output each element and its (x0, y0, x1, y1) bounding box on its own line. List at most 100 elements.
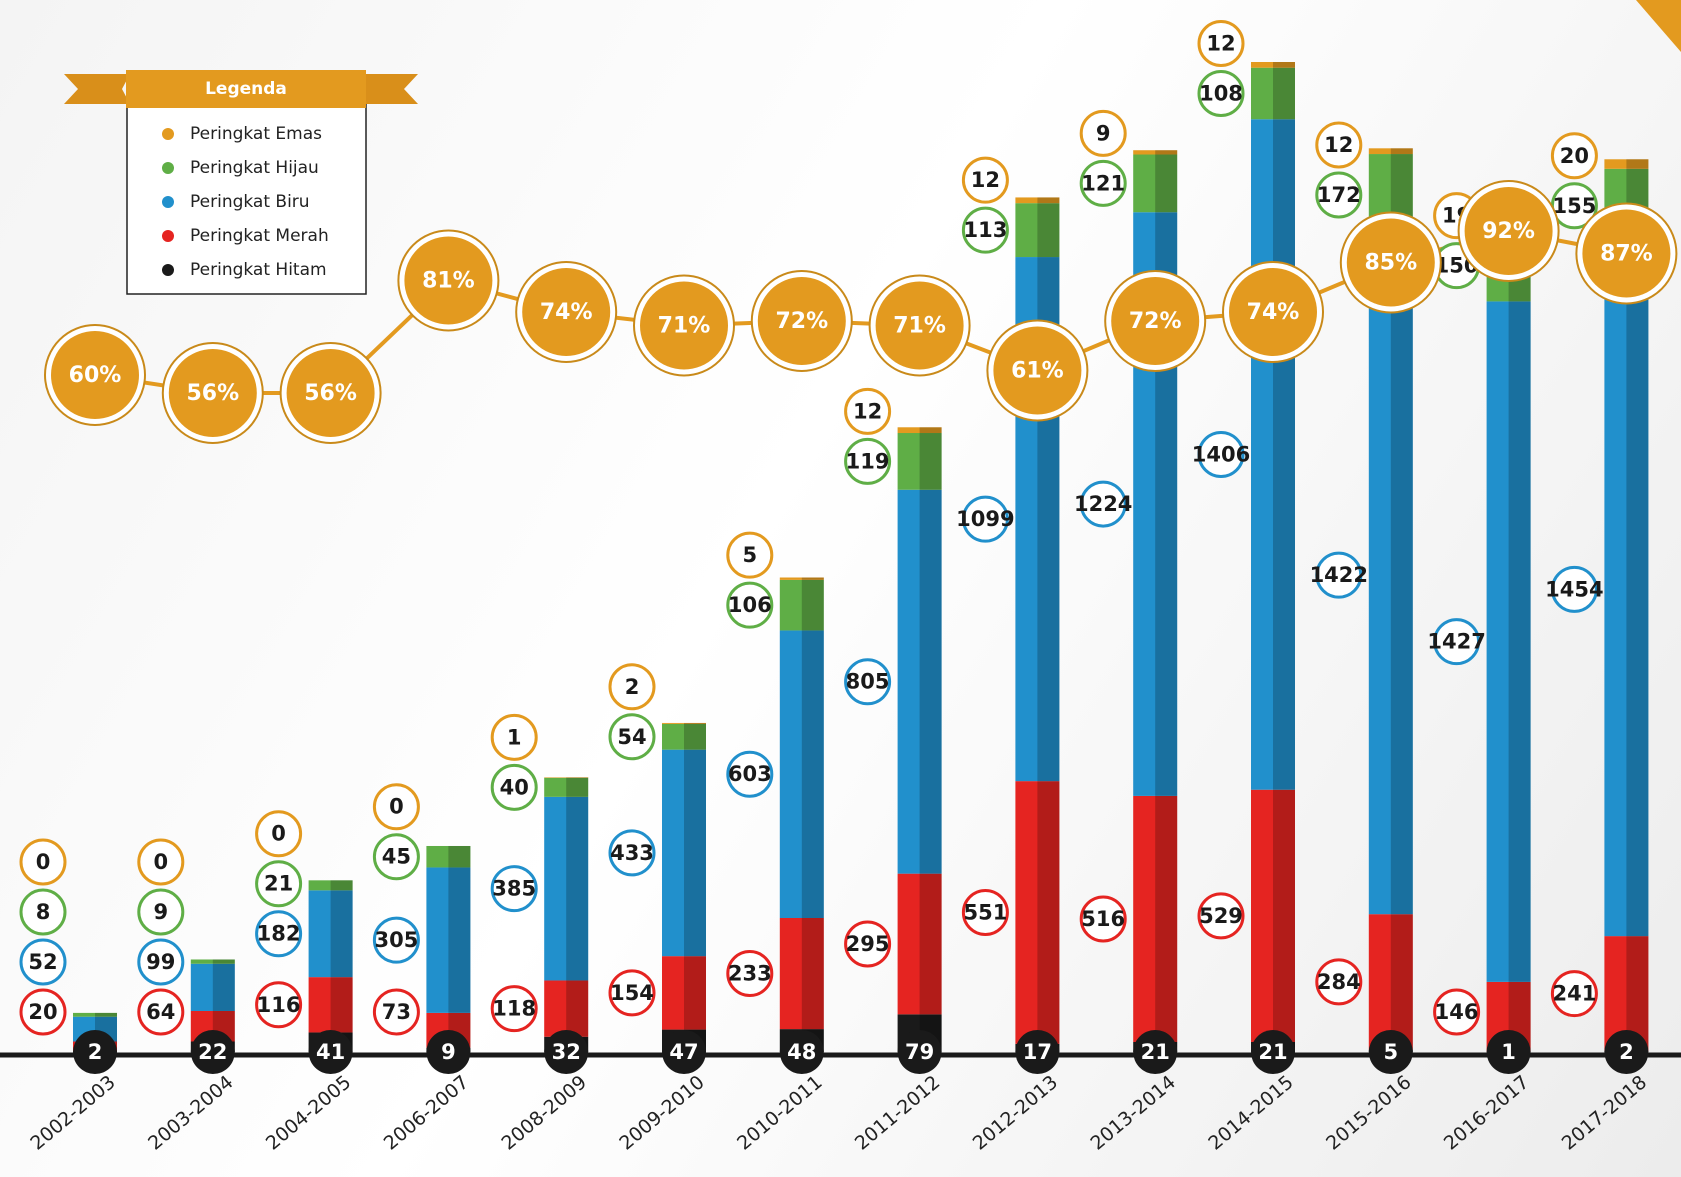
value-label: 154 (610, 981, 654, 1005)
value-label: 603 (728, 762, 772, 786)
bar-segment (897, 873, 942, 1015)
bar-segment (779, 630, 824, 918)
value-label: 17 (1023, 1040, 1052, 1064)
bar-segment (544, 980, 589, 1037)
value-label: 45 (382, 845, 411, 869)
bar-segment (1015, 197, 1060, 204)
value-label: 21 (1258, 1040, 1287, 1064)
bar-segment (897, 433, 942, 490)
legend-label: Peringkat Emas (190, 124, 322, 144)
value-label: 284 (1317, 970, 1361, 994)
value-badge (662, 1030, 706, 1074)
value-badge (137, 888, 185, 936)
value-badge (1315, 551, 1363, 599)
legend-swatch (162, 162, 174, 174)
value-badge (961, 156, 1009, 204)
bar-segment (308, 977, 353, 1033)
value-badge (1079, 159, 1127, 207)
bar-segment (1251, 62, 1295, 68)
legend-label: Peringkat Biru (190, 192, 310, 212)
bar-shade (684, 749, 706, 957)
bar-segment (426, 867, 471, 1013)
bar-shade (919, 427, 942, 434)
value-label: 182 (257, 922, 301, 946)
bar-shade (1273, 119, 1295, 790)
bar-segment (662, 749, 706, 957)
bar-shade (95, 1012, 117, 1017)
bar-segment (544, 796, 589, 981)
value-badge (1197, 892, 1245, 940)
legend-swatch (162, 128, 174, 140)
bar-shade (1037, 781, 1060, 1044)
value-label: 41 (316, 1040, 345, 1064)
value-label: 121 (1081, 171, 1125, 195)
value-badge (19, 938, 67, 986)
percent-marker (286, 349, 375, 437)
value-label: 551 (963, 901, 1007, 925)
value-badge (372, 916, 420, 964)
x-tick-label: 2012-2013 (969, 1071, 1062, 1154)
value-label: 21 (264, 872, 293, 896)
value-badge (1251, 1030, 1295, 1074)
percent-label: 71% (658, 314, 711, 339)
bar-shade (212, 959, 235, 964)
value-label: 805 (846, 670, 890, 694)
value-label: 99 (146, 950, 175, 974)
percent-marker (757, 277, 846, 365)
value-badge (255, 910, 303, 958)
bar-segment (1251, 119, 1295, 790)
bar-segment (779, 577, 824, 580)
bar-segment (190, 963, 235, 1011)
value-badge (1550, 565, 1598, 613)
value-label: 0 (36, 850, 51, 874)
value-badge (844, 920, 892, 968)
x-tick-label: 2006-2007 (380, 1071, 473, 1154)
percent-marker (1346, 218, 1435, 307)
value-label: 433 (610, 841, 654, 865)
percent-marker (168, 349, 257, 437)
value-label: 1406 (1192, 442, 1250, 466)
bar-segment (662, 723, 706, 750)
value-badge (544, 1030, 589, 1074)
x-tick-label: 2017-2018 (1558, 1071, 1651, 1154)
value-badge (372, 783, 420, 831)
x-tick-label: 2010-2011 (733, 1071, 826, 1154)
value-badge (19, 888, 67, 936)
value-label: 1427 (1427, 630, 1485, 654)
value-badge (1368, 1030, 1413, 1074)
value-label: 52 (28, 950, 57, 974)
bar-shade (1626, 242, 1649, 937)
corner-decoration (1636, 0, 1681, 52)
value-label: 1 (507, 725, 522, 749)
value-label: 1422 (1310, 563, 1368, 587)
bar-shade (919, 433, 942, 490)
value-label: 79 (905, 1040, 934, 1064)
bar-shade (684, 723, 706, 750)
bar-shade (330, 880, 353, 891)
x-tick-label: 2011-2012 (851, 1071, 944, 1154)
bar-shade (566, 777, 589, 797)
value-label: 172 (1317, 183, 1361, 207)
value-badge (1433, 618, 1481, 666)
x-tick-label: 2014-2015 (1204, 1071, 1297, 1154)
percent-label: 85% (1364, 251, 1417, 276)
value-badge (1550, 132, 1598, 180)
value-badge (490, 985, 538, 1033)
bar-shade (801, 577, 824, 580)
value-badge (1315, 958, 1363, 1006)
value-label: 2 (625, 675, 640, 699)
value-label: 47 (669, 1040, 698, 1064)
percent-marker (1582, 209, 1671, 298)
value-label: 146 (1435, 1000, 1479, 1024)
bar-segment (1604, 242, 1649, 937)
value-badge (372, 833, 420, 881)
value-badge (1079, 109, 1127, 157)
value-label: 113 (963, 218, 1007, 242)
value-label: 233 (728, 962, 772, 986)
value-label: 40 (500, 775, 529, 799)
value-label: 12 (1324, 133, 1353, 157)
value-badge (1079, 895, 1127, 943)
value-badge (372, 988, 420, 1036)
value-badge (1315, 171, 1363, 219)
